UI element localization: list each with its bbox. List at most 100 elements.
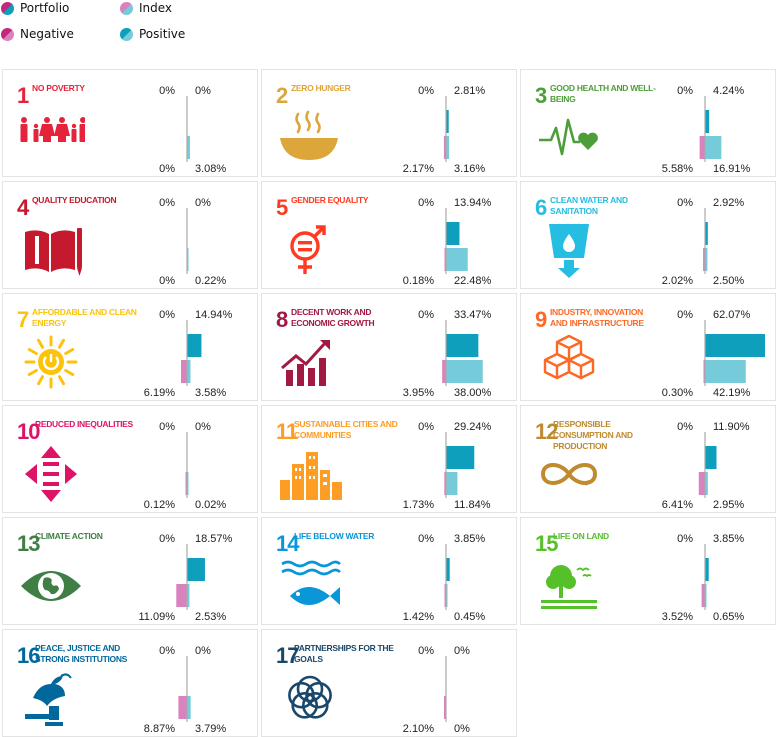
portfolio-negative-label: 0% <box>418 309 434 321</box>
sdg-tile-16: 16 Peace, justice and strong institutions… <box>2 629 258 737</box>
legend-index-label: Index <box>139 1 173 15</box>
sdg-title: Sustainable cities and communities <box>294 419 398 440</box>
sdg-title: Peace, justice and strong institutions <box>35 643 128 664</box>
portfolio-positive-label: 13.94% <box>454 197 492 209</box>
sdg-tile-4: 4 Quality education 0% 0% 0% 0.22% <box>2 181 258 289</box>
portfolio-positive-label: 33.47% <box>454 309 492 321</box>
index-positive-bar <box>705 584 707 607</box>
portfolio-negative-label: 0% <box>159 421 175 433</box>
portfolio-negative-label: 0% <box>159 197 175 209</box>
sdg-number: 3 <box>535 83 547 108</box>
index-negative-label: 1.73% <box>403 499 434 511</box>
sdg-tile-12: 12 Responsible consumption and production… <box>520 405 776 513</box>
sdg-chart-5: 0% 13.94% 0.18% 22.48% <box>403 197 492 287</box>
index-negative-label: 5.58% <box>662 163 693 175</box>
portfolio-positive-label: 0% <box>195 421 211 433</box>
portfolio-positive-bar <box>446 110 449 133</box>
index-positive-bar <box>446 472 458 495</box>
portfolio-positive-label: 29.24% <box>454 421 492 433</box>
index-positive-bar <box>187 696 191 719</box>
sun-power-icon <box>19 332 85 396</box>
portfolio-positive-label: 0% <box>195 645 211 657</box>
sdg-number: 4 <box>17 195 29 220</box>
portfolio-negative-label: 0% <box>418 421 434 433</box>
index-positive-bar <box>187 360 191 383</box>
positive-swatch-icon <box>120 27 133 41</box>
sdg-tile-3: 3 Good health and well-being 0% 4.24% 5.58%… <box>520 69 776 177</box>
portfolio-positive-bar <box>187 558 205 581</box>
index-negative-label: 3.95% <box>403 387 434 399</box>
sdg-number: 12 <box>535 419 559 444</box>
sdg-number: 7 <box>17 307 29 332</box>
cubes-icon <box>537 332 603 396</box>
index-negative-bar <box>443 696 446 719</box>
city-icon <box>278 444 344 508</box>
index-positive-label: 0% <box>454 723 470 735</box>
index-negative-label: 0.12% <box>144 499 175 511</box>
sdg-tile-7: 7 Affordable and clean energy 0% 14.94% 6.1… <box>2 293 258 401</box>
index-positive-label: 3.16% <box>454 163 485 175</box>
index-positive-label: 11.84% <box>454 499 491 511</box>
sdg-number: 5 <box>276 195 288 220</box>
index-negative-label: 1.42% <box>403 611 434 623</box>
index-negative-bar <box>444 248 446 271</box>
index-negative-label: 0.30% <box>662 387 693 399</box>
sdg-chart-16: 0% 0% 8.87% 3.79% <box>144 645 227 735</box>
sdg-tile-5: 5 Gender equality 0% 13.94% 0.18% 22.48% <box>261 181 517 289</box>
index-positive-bar <box>705 360 746 383</box>
book-icon <box>19 220 85 284</box>
eye-globe-icon <box>19 556 85 620</box>
portfolio-negative-label: 0% <box>159 533 175 545</box>
growth-chart-icon <box>278 332 344 396</box>
index-positive-bar <box>446 248 468 271</box>
portfolio-positive-label: 0% <box>195 197 211 209</box>
sdg-tile-17: 17 Partnerships for the goals 0% 0% 2.10% 0% <box>261 629 517 737</box>
legend-negative-label: Negative <box>20 27 74 41</box>
sdg-chart-8: 0% 33.47% 3.95% 38.00% <box>403 309 492 399</box>
index-negative-bar <box>698 472 705 495</box>
index-negative-bar <box>178 696 187 719</box>
index-negative-bar <box>703 248 705 271</box>
index-positive-bar <box>705 472 708 495</box>
portfolio-positive-bar <box>705 334 765 357</box>
index-positive-label: 38.00% <box>454 387 492 399</box>
index-positive-label: 0.22% <box>195 275 226 287</box>
portfolio-positive-bar <box>446 334 479 357</box>
portfolio-positive-label: 3.85% <box>713 533 744 545</box>
sdg-title: Partnerships for the goals <box>294 643 394 664</box>
sdg-tile-13: 13 Climate action 0% 18.57% 11.09% 2.53% <box>2 517 258 625</box>
sdg-number: 1 <box>17 83 29 108</box>
sdg-tile-15: 15 Life on land 0% 3.85% 3.52% 0.65% <box>520 517 776 625</box>
portfolio-negative-label: 0% <box>159 85 175 97</box>
sdg-number: 11 <box>276 419 298 444</box>
sdg-chart-15: 0% 3.85% 3.52% 0.65% <box>662 533 745 623</box>
legend-negative: Negative <box>0 27 74 41</box>
index-negative-bar <box>442 360 446 383</box>
sdg-chart-14: 0% 3.85% 1.42% 0.45% <box>403 533 486 623</box>
sdg-number: 14 <box>276 531 300 556</box>
index-positive-label: 3.79% <box>195 723 226 735</box>
sdg-tile-1: 1 No poverty 0% 0% 0% 3.08% <box>2 69 258 177</box>
sdg-chart-4: 0% 0% 0% 0.22% <box>159 197 226 287</box>
index-positive-bar <box>446 136 450 159</box>
sdg-title: No poverty <box>32 83 85 93</box>
sdg-chart-13: 0% 18.57% 11.09% 2.53% <box>139 533 233 623</box>
index-positive-label: 0.45% <box>454 611 485 623</box>
index-negative-label: 0% <box>159 275 175 287</box>
index-positive-label: 2.95% <box>713 499 744 511</box>
portfolio-negative-label: 0% <box>159 309 175 321</box>
sdg-number: 8 <box>276 307 288 332</box>
sdg-number: 16 <box>17 643 41 668</box>
sdg-chart-17: 0% 0% 2.10% 0% <box>403 645 470 735</box>
index-negative-label: 3.52% <box>662 611 693 623</box>
index-positive-bar <box>446 360 483 383</box>
people-icon <box>19 108 87 172</box>
sdg-chart-9: 0% 62.07% 0.30% 42.19% <box>662 309 765 399</box>
portfolio-positive-label: 14.94% <box>195 309 233 321</box>
index-negative-label: 0.18% <box>403 275 434 287</box>
portfolio-negative-label: 0% <box>677 85 693 97</box>
index-positive-label: 0.65% <box>713 611 744 623</box>
legend-index: Index <box>119 1 172 15</box>
legend-portfolio: Portfolio <box>0 1 69 15</box>
index-positive-label: 3.58% <box>195 387 226 399</box>
